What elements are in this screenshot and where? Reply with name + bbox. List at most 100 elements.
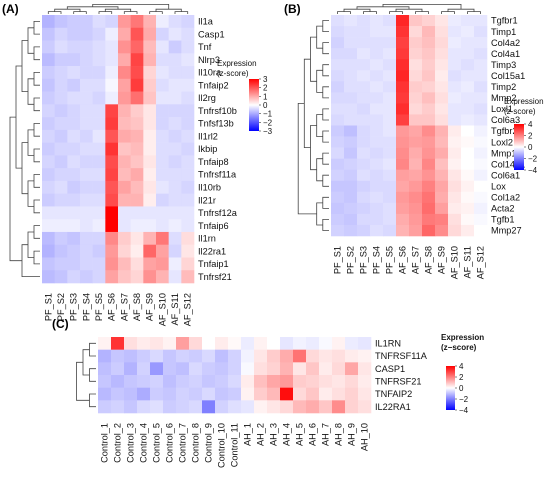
heatmap-cell bbox=[215, 375, 229, 388]
heatmap-cell bbox=[241, 337, 255, 350]
dendrogram-branch bbox=[33, 250, 40, 265]
heatmap-cell bbox=[396, 37, 410, 49]
row-label: Col14a1 bbox=[491, 159, 525, 169]
heatmap-cell bbox=[409, 114, 423, 126]
heatmap-cell bbox=[319, 400, 333, 414]
heatmap-cell bbox=[396, 147, 410, 159]
heatmap-cell bbox=[344, 169, 358, 182]
heatmap-cell bbox=[143, 155, 157, 169]
row-label: Mmp2 bbox=[491, 93, 517, 103]
heatmap-cell bbox=[143, 91, 157, 105]
heatmap-cell bbox=[357, 70, 371, 82]
heatmap-cell bbox=[435, 81, 449, 93]
heatmap-cell bbox=[54, 155, 68, 169]
row-label: Timp2 bbox=[491, 82, 516, 92]
heatmap-cell bbox=[130, 155, 144, 169]
column-label: AF_S7 bbox=[119, 293, 129, 321]
heatmap-cell bbox=[54, 193, 68, 207]
heatmap-panel-3: IL1RN TNFRSF11A CASP1 TNFRSF21 TNFAIP2 IL22RA… bbox=[76, 333, 484, 468]
heatmap-cell bbox=[54, 40, 68, 54]
row-label: Tnfaip2 bbox=[198, 80, 229, 90]
dendrogram-branch bbox=[316, 69, 323, 93]
heatmap-cell bbox=[332, 349, 346, 363]
heatmap-cell bbox=[67, 104, 81, 118]
column-label: AF_S11 bbox=[463, 246, 473, 279]
heatmap-cell bbox=[461, 169, 475, 182]
heatmap-cell bbox=[124, 387, 138, 401]
column-dendrogram-branch bbox=[389, 11, 403, 14]
column-dendrogram-branch bbox=[73, 11, 87, 14]
legend-tick-label: −2 bbox=[459, 395, 469, 404]
heatmap-cell bbox=[118, 231, 131, 246]
row-label: Tgfbr2 bbox=[491, 126, 518, 136]
heatmap-cell bbox=[461, 92, 475, 104]
dendrogram-branch bbox=[33, 97, 40, 112]
dendrogram-branch bbox=[303, 58, 311, 148]
column-label: AF_S10 bbox=[157, 293, 167, 326]
heatmap-cell bbox=[306, 349, 320, 363]
heatmap-cell bbox=[409, 169, 423, 182]
heatmap-cell bbox=[181, 40, 195, 54]
heatmap-cell bbox=[370, 180, 384, 193]
heatmap-cell bbox=[331, 59, 345, 71]
heatmap-cell bbox=[448, 147, 462, 159]
heatmap-cell bbox=[168, 66, 182, 80]
heatmap-cell bbox=[67, 244, 81, 258]
heatmap-cell bbox=[409, 158, 423, 170]
heatmap-cell bbox=[331, 202, 345, 215]
heatmap-cell bbox=[67, 40, 81, 54]
dendrogram-branch bbox=[89, 368, 96, 382]
heatmap-cell bbox=[42, 129, 55, 143]
heatmap-cell bbox=[461, 147, 475, 159]
heatmap-cell bbox=[98, 375, 112, 388]
heatmap-cell bbox=[168, 40, 182, 54]
heatmap-panel-1: Il1a Casp1 Tnf Nlrp3 Il10ra Tnfaip2 Il2rg Tnfrs… bbox=[9, 4, 273, 326]
legend-tick-label: −2 bbox=[528, 155, 538, 164]
heatmap-cell bbox=[396, 114, 410, 126]
heatmap-cell bbox=[383, 114, 397, 126]
heatmap-cell bbox=[345, 375, 359, 388]
heatmap-cell bbox=[461, 158, 475, 170]
heatmap-cell bbox=[435, 147, 449, 159]
heatmap-cell bbox=[461, 103, 475, 115]
column-dendrogram-branch bbox=[441, 11, 455, 14]
heatmap-cell bbox=[461, 136, 475, 148]
heatmap-cell bbox=[383, 147, 397, 159]
heatmap-cell bbox=[422, 26, 436, 38]
heatmap-cell bbox=[80, 155, 93, 169]
heatmap-cell bbox=[168, 244, 182, 258]
column-label: PF_S1 bbox=[43, 293, 53, 321]
heatmap-cell bbox=[42, 15, 55, 29]
heatmap-cell bbox=[42, 104, 55, 118]
heatmap-cell bbox=[181, 117, 195, 131]
legend-colorbar bbox=[249, 79, 259, 131]
heatmap-cell bbox=[331, 169, 345, 182]
row-label: Tnfaip8 bbox=[198, 157, 229, 167]
heatmap-cell bbox=[80, 257, 93, 271]
heatmap-cell bbox=[156, 193, 169, 207]
heatmap-cell bbox=[181, 219, 195, 233]
heatmap-cell bbox=[80, 117, 93, 131]
column-label: PF_S3 bbox=[69, 293, 79, 321]
heatmap-cell bbox=[474, 180, 488, 193]
heatmap-cell bbox=[344, 213, 358, 226]
heatmap-cell bbox=[92, 117, 106, 131]
column-label: AF_S12 bbox=[183, 293, 193, 326]
legend-tick-label: −1 bbox=[263, 110, 273, 119]
row-label: IL1RN bbox=[375, 339, 401, 349]
column-dendrogram-branch bbox=[47, 11, 62, 14]
heatmap-cell bbox=[461, 59, 475, 71]
heatmap-cell bbox=[396, 48, 410, 60]
column-label: AF_S8 bbox=[132, 293, 142, 321]
heatmap-cell bbox=[474, 202, 488, 215]
row-label: Col15a1 bbox=[491, 71, 525, 81]
heatmap-cell bbox=[176, 362, 190, 376]
heatmap-cell bbox=[168, 270, 182, 284]
row-label: Il1rl2 bbox=[198, 131, 218, 141]
heatmap-cell bbox=[435, 92, 449, 104]
legend-tick-label: 4 bbox=[459, 362, 464, 371]
heatmap-cell bbox=[163, 387, 177, 401]
heatmap-cell bbox=[474, 158, 488, 170]
heatmap-cell bbox=[344, 191, 358, 204]
column-dendrogram-branch bbox=[415, 11, 429, 14]
